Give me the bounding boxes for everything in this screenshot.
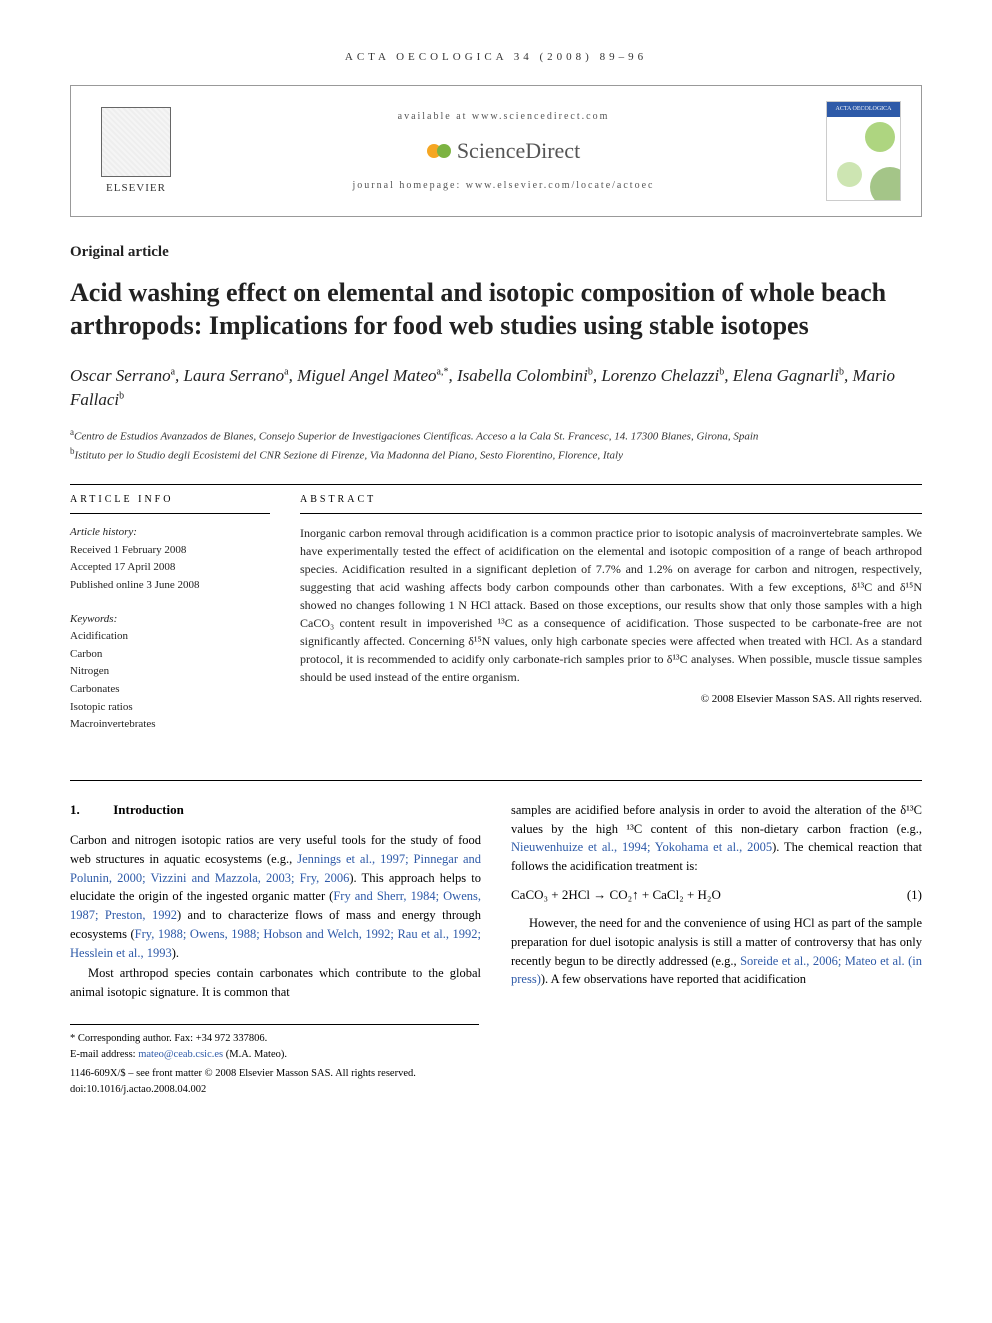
elsevier-tree-icon [101,107,171,177]
equation-number: (1) [892,886,922,904]
paragraph-1: Carbon and nitrogen isotopic ratios are … [70,831,481,962]
section-heading-1: 1. Introduction [70,801,481,819]
sciencedirect-logo[interactable]: ScienceDirect [427,136,580,167]
received-date: Received 1 February 2008 [70,542,270,560]
accepted-date: Accepted 17 April 2008 [70,559,270,577]
article-history: Article history: Received 1 February 200… [70,524,270,594]
body-text: 1. Introduction Carbon and nitrogen isot… [70,780,922,1004]
footer-block: 1146-609X/$ – see front matter © 2008 El… [70,1066,922,1098]
published-date: Published online 3 June 2008 [70,577,270,595]
keywords-list: AcidificationCarbonNitrogenCarbonatesIso… [70,628,270,734]
journal-cover-thumbnail: ACTA OECOLOGICA [826,101,901,201]
article-title: Acid washing effect on elemental and iso… [70,277,922,342]
page: ACTA OECOLOGICA 34 (2008) 89–96 ELSEVIER… [0,0,992,1148]
journal-header: ELSEVIER available at www.sciencedirect.… [70,85,922,217]
footnotes: * Corresponding author. Fax: +34 972 337… [70,1024,479,1063]
left-column: 1. Introduction Carbon and nitrogen isot… [70,801,481,1004]
front-matter-line: 1146-609X/$ – see front matter © 2008 El… [70,1066,922,1082]
affiliations: aCentro de Estudios Avanzados de Blanes,… [70,426,922,464]
equation-1: CaCO₃ + 2HCl → CO₂↑ + CaCl₂ + H₂O (1) [511,886,922,904]
info-abstract-row: ARTICLE INFO Article history: Received 1… [70,484,922,750]
keywords-label: Keywords: [70,611,270,629]
header-center: available at www.sciencedirect.com Scien… [201,110,806,193]
keyword-item: Nitrogen [70,663,270,681]
history-label: Article history: [70,524,270,542]
header-inner: ELSEVIER available at www.sciencedirect.… [71,86,921,216]
email-link[interactable]: mateo@ceab.csic.es [138,1049,223,1060]
journal-homepage-text: journal homepage: www.elsevier.com/locat… [201,179,806,193]
paragraph-3: samples are acidified before analysis in… [511,801,922,876]
keyword-item: Isotopic ratios [70,699,270,717]
paragraph-4: However, the need for and the convenienc… [511,914,922,989]
doi-line: doi:10.1016/j.actao.2008.04.002 [70,1082,922,1098]
article-info-label: ARTICLE INFO [70,485,270,514]
article-info-column: ARTICLE INFO Article history: Received 1… [70,485,270,750]
section-title: Introduction [113,802,184,817]
affiliation-b: bIstituto per lo Studio degli Ecosistemi… [70,445,922,464]
corresponding-author: * Corresponding author. Fax: +34 972 337… [70,1031,479,1047]
keyword-item: Carbonates [70,681,270,699]
abstract-copyright: © 2008 Elsevier Masson SAS. All rights r… [300,692,922,707]
email-line: E-mail address: mateo@ceab.csic.es (M.A.… [70,1047,479,1063]
section-number: 1. [70,801,110,819]
equation-formula: CaCO₃ + 2HCl → CO₂↑ + CaCl₂ + H₂O [511,886,892,904]
abstract-text: Inorganic carbon removal through acidifi… [300,524,922,686]
right-column: samples are acidified before analysis in… [511,801,922,1004]
keywords-block: Keywords: AcidificationCarbonNitrogenCar… [70,611,270,734]
abstract-label: ABSTRACT [300,485,922,514]
sciencedirect-icon [427,139,451,163]
keyword-item: Acidification [70,628,270,646]
article-type: Original article [70,242,922,263]
journal-cover-title: ACTA OECOLOGICA [827,102,900,116]
running-head: ACTA OECOLOGICA 34 (2008) 89–96 [70,50,922,65]
publisher-name: ELSEVIER [106,181,166,196]
paragraph-2: Most arthropod species contain carbonate… [70,964,481,1002]
affiliation-a: aCentro de Estudios Avanzados de Blanes,… [70,426,922,445]
author-list: Oscar Serranoa, Laura Serranoa, Miguel A… [70,364,922,412]
keyword-item: Macroinvertebrates [70,716,270,734]
abstract-column: ABSTRACT Inorganic carbon removal throug… [300,485,922,750]
sciencedirect-text: ScienceDirect [457,136,580,167]
citation-link[interactable]: Nieuwenhuize et al., 1994; Yokohama et a… [511,840,772,854]
keyword-item: Carbon [70,646,270,664]
available-at-text: available at www.sciencedirect.com [201,110,806,124]
publisher-logo: ELSEVIER [91,101,181,201]
journal-cover-art [827,117,900,197]
